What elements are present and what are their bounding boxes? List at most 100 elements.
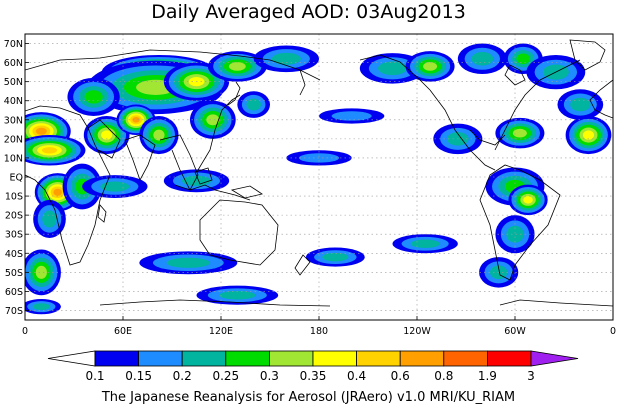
colorbar-label: 0.8	[434, 369, 453, 383]
aod-plume-19	[139, 251, 238, 275]
aod-plume-11	[139, 115, 179, 155]
colorbar-label: 1.9	[478, 369, 497, 383]
aod-plume-29	[565, 115, 612, 155]
lat-tick-label: 30N	[4, 115, 23, 126]
lat-tick-label: 60S	[5, 287, 23, 298]
colorbar-label: 0.4	[347, 369, 366, 383]
lon-tick-label: 120W	[403, 326, 431, 337]
coastline-china-korea	[197, 94, 241, 171]
coastline-europe	[589, 79, 613, 119]
colorbar-label: 0.25	[212, 369, 239, 383]
aod-plume-4	[207, 51, 267, 82]
colorbar-swatch	[356, 350, 401, 367]
longitude-axis-labels: 0 60E 120E 180 120W 60W 0	[22, 316, 616, 337]
colorbar-label: 0.15	[125, 369, 152, 383]
lon-tick-label: 60E	[114, 326, 132, 337]
coastline-greenland	[569, 39, 606, 71]
lat-tick-label: 40S	[5, 249, 23, 260]
aod-plume-37	[305, 247, 365, 267]
lat-tick-label: 50N	[4, 77, 23, 88]
aod-plume-13	[237, 91, 270, 118]
lat-tick-label: 70N	[4, 39, 23, 50]
coastline-borneo	[194, 167, 213, 185]
colorbar-tick-labels: 0.1 0.15 0.2 0.25 0.3 0.35 0.4 0.6 0.8 1.9 3	[85, 369, 534, 383]
aod-plume-17	[33, 199, 66, 239]
aod-plume-25	[457, 43, 507, 75]
lat-tick-label: EQ	[10, 173, 23, 184]
lon-tick-label: 0	[22, 326, 28, 337]
coastline-se-asia	[159, 134, 199, 191]
aod-plume-33	[508, 184, 548, 216]
colorbar-swatch	[181, 350, 227, 367]
coastline-hudson-bay	[504, 64, 526, 86]
colorbar-extend-low	[47, 350, 96, 367]
coastline-madagascar	[97, 204, 107, 223]
colorbar-swatch	[94, 350, 139, 367]
coastline-siberia	[25, 49, 321, 81]
lat-tick-label: 70S	[5, 306, 23, 317]
lat-tick-label: 60N	[4, 58, 23, 69]
coastlines	[25, 39, 613, 307]
lat-tick-label: 40N	[4, 96, 23, 107]
colorbar-swatch	[399, 350, 445, 367]
aod-plume-12	[189, 100, 236, 139]
colorbar-label: 0.2	[173, 369, 192, 383]
coastline-alaska	[359, 54, 431, 91]
aod-plume-8	[25, 135, 86, 166]
lat-tick-label: 30S	[5, 230, 23, 241]
aod-plume-18	[163, 169, 230, 193]
coastline-australia	[199, 199, 279, 266]
aod-plume-20	[196, 285, 279, 305]
aod-plume-34	[495, 215, 535, 254]
colorbar-swatch	[312, 350, 357, 367]
colorbar-label: 0.6	[391, 369, 410, 383]
coastline-south-america	[479, 164, 561, 281]
coastline-africa	[25, 105, 111, 266]
map-title: Daily Averaged AOD: 03Aug2013	[151, 1, 466, 23]
aod-plume-5	[253, 45, 319, 73]
lon-tick-label: 60W	[504, 326, 526, 337]
coastline-arabia	[87, 119, 121, 159]
aod-plume-36	[392, 234, 458, 254]
credit-line: The Japanese Reanalysis for Aerosol (JRA…	[101, 390, 515, 405]
colorbar-swatch	[225, 350, 270, 367]
aod-plume-15	[62, 163, 102, 210]
coastline-antarctica	[99, 299, 331, 307]
coastline-antarctic-peninsula	[499, 299, 613, 307]
latitude-axis-labels: 70N 60N 50N 40N 30N 20N 10N EQ 10S 20S 30S 40S 50S 60…	[4, 39, 29, 317]
aod-plume-6	[67, 77, 120, 116]
aod-plume-30	[495, 117, 545, 149]
lon-tick-label: 180	[310, 326, 328, 337]
aod-colorbar	[47, 350, 579, 367]
colorbar-label: 0.35	[300, 369, 327, 383]
colorbar-label: 0.3	[260, 369, 279, 383]
colorbar-swatch	[486, 350, 532, 367]
coastline-kamchatka	[299, 69, 306, 96]
aod-plume-21	[25, 249, 61, 296]
graticule	[25, 34, 613, 320]
colorbar-label: 3	[527, 369, 535, 383]
aod-plume-39	[319, 108, 385, 124]
lat-tick-label: 10S	[5, 192, 23, 203]
coastline-north-america-east	[494, 59, 581, 151]
colorbar-swatch	[443, 350, 488, 367]
aod-plume-24	[405, 51, 455, 82]
colorbar-extend-high	[530, 350, 579, 367]
coastline-gulf-of-mexico	[469, 129, 506, 146]
aod-plume-16	[82, 175, 148, 198]
lat-tick-label: 10N	[4, 153, 23, 164]
lat-tick-label: 20S	[5, 211, 23, 222]
coastline-new-zealand	[294, 254, 311, 276]
lon-tick-label: 0	[610, 326, 616, 337]
colorbar-swatch	[138, 350, 183, 367]
lon-tick-label: 120E	[209, 326, 233, 337]
coastline-india	[124, 134, 156, 181]
colorbar-swatch	[268, 350, 314, 367]
coastline-indonesia	[174, 184, 251, 201]
colorbar-label: 0.1	[85, 369, 104, 383]
coastline-new-guinea	[230, 185, 263, 199]
aod-plume-22	[25, 299, 61, 315]
lat-tick-label: 50S	[5, 268, 23, 279]
coastline-north-america-west	[429, 89, 496, 171]
